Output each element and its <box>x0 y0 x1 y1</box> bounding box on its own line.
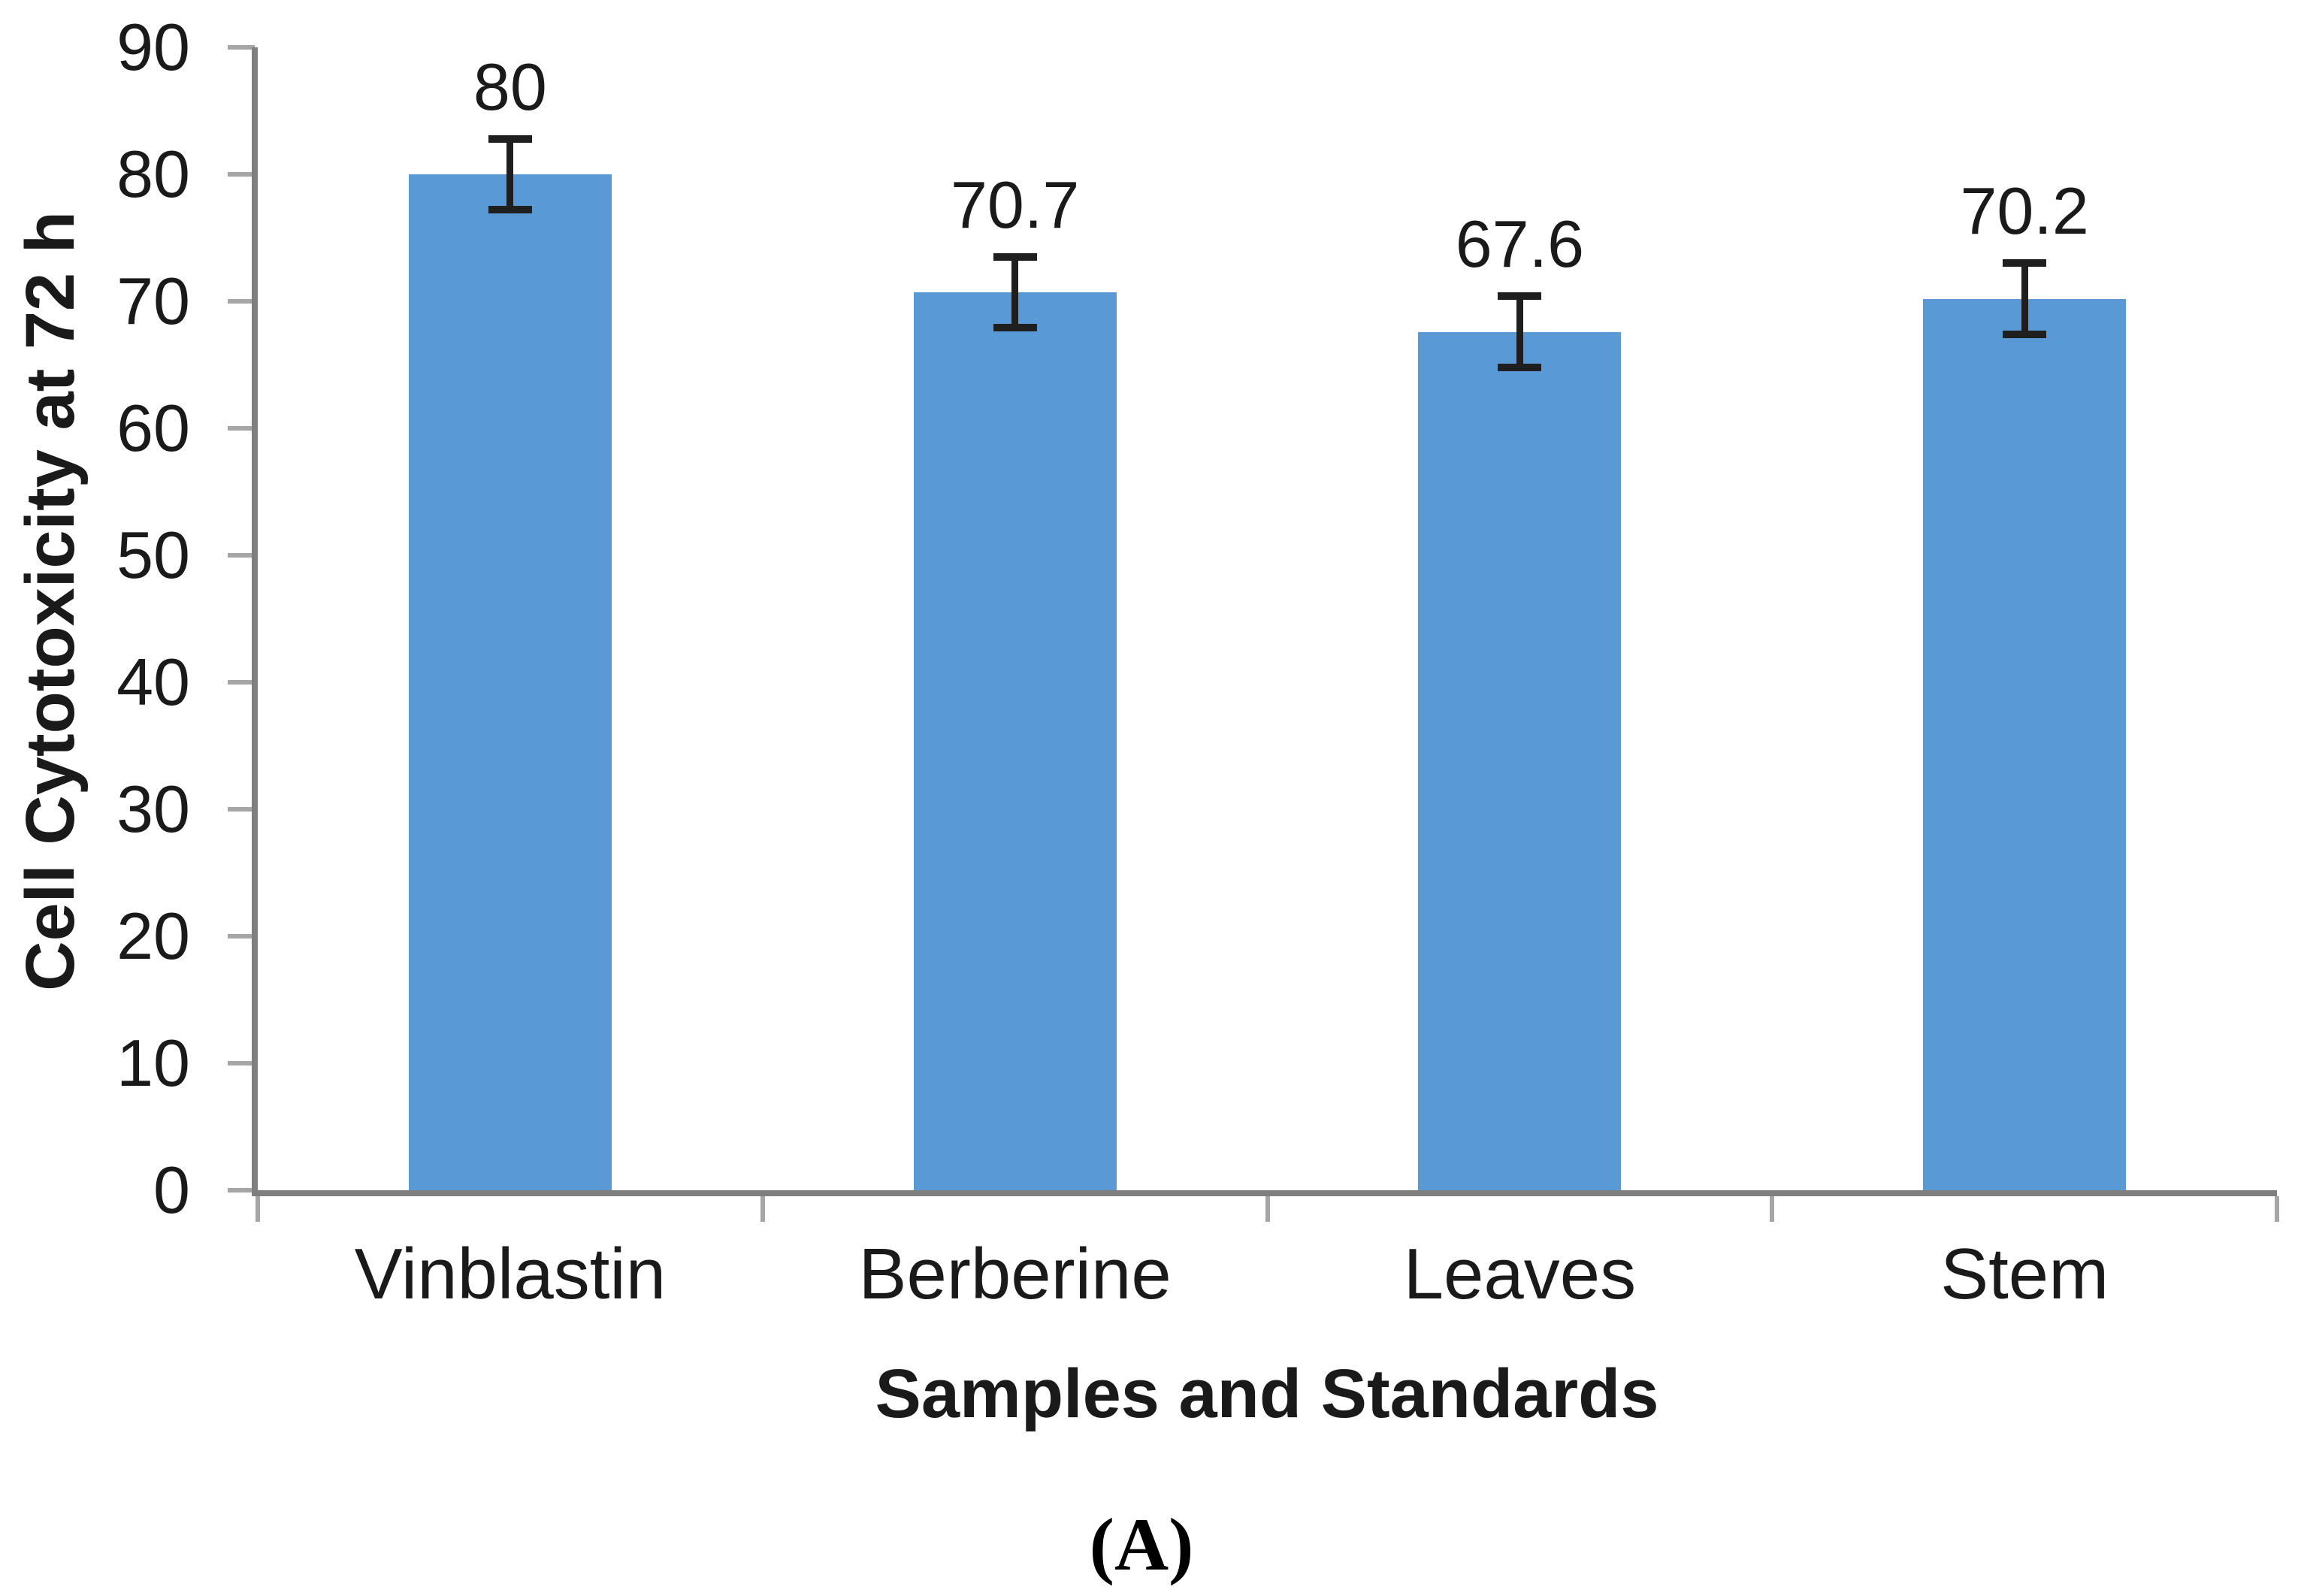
x-category-label: Vinblastin <box>354 1234 667 1314</box>
y-tick-label: 60 <box>116 391 190 465</box>
x-tick <box>1265 1196 1270 1222</box>
panel-label: (A) <box>1089 1503 1194 1586</box>
y-axis-line <box>252 47 258 1196</box>
y-tick-label: 20 <box>116 899 190 973</box>
error-bar-top-cap <box>993 252 1037 261</box>
y-tick <box>228 1188 255 1192</box>
y-tick <box>228 45 255 50</box>
bar-vinblastin <box>408 174 612 1190</box>
y-tick-label: 0 <box>153 1153 190 1227</box>
error-bar <box>2021 263 2028 334</box>
bar-value-label: 67.6 <box>1455 207 1585 282</box>
x-axis-line <box>252 1190 2277 1196</box>
error-bar <box>1011 256 1019 328</box>
y-tick <box>228 553 255 558</box>
bar-value-label: 70.2 <box>1960 174 2089 249</box>
error-bar-top-cap <box>488 135 532 143</box>
error-bar-bottom-cap <box>488 206 532 214</box>
error-bar-top-cap <box>2003 259 2047 268</box>
error-bar-bottom-cap <box>2003 330 2047 338</box>
bar-berberine <box>913 292 1117 1190</box>
error-bar <box>506 138 514 210</box>
x-category-label: Berberine <box>858 1234 1172 1314</box>
y-tick <box>228 680 255 685</box>
bar-stem <box>1923 298 2127 1190</box>
bar-leaves <box>1418 331 1622 1190</box>
x-tick <box>760 1196 765 1222</box>
y-tick-label: 90 <box>116 10 190 84</box>
bar-value-label: 70.7 <box>950 167 1080 242</box>
plot-area: 0 10 20 30 40 50 60 70 80 90 80 Vinblastin 70.7 Berbe… <box>116 14 2279 1310</box>
x-category-label: Stem <box>1940 1234 2109 1314</box>
y-tick <box>228 934 255 939</box>
bar-value-label: 80 <box>473 49 547 124</box>
y-tick <box>228 299 255 304</box>
y-tick-label: 70 <box>116 264 190 338</box>
x-category-label: Leaves <box>1403 1234 1637 1314</box>
error-bar-top-cap <box>1498 292 1542 301</box>
y-tick <box>228 1061 255 1066</box>
y-tick-label: 50 <box>116 518 190 592</box>
x-tick <box>2275 1196 2279 1222</box>
y-tick-label: 80 <box>116 137 190 211</box>
error-bar-bottom-cap <box>1498 363 1542 371</box>
y-tick-label: 10 <box>116 1026 190 1100</box>
y-tick-label: 40 <box>116 645 190 719</box>
x-tick <box>255 1196 260 1222</box>
y-tick <box>228 426 255 431</box>
x-tick <box>1770 1196 1775 1222</box>
x-axis-title: Samples and Standards <box>875 1356 1659 1432</box>
y-tick-label: 30 <box>116 772 190 846</box>
error-bar <box>1516 296 1523 367</box>
error-bar-bottom-cap <box>993 324 1037 332</box>
y-tick <box>228 172 255 177</box>
y-tick <box>228 807 255 812</box>
